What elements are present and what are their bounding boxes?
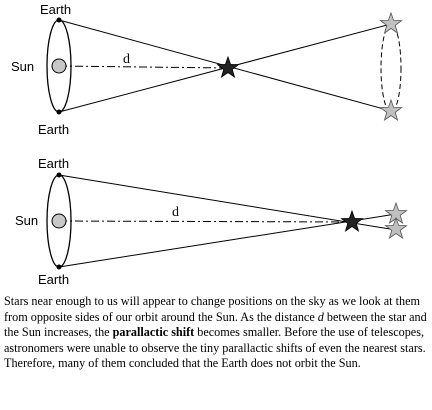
sun-label: Sun [11,59,35,74]
caption-part1: Stars near enough to us will appear to c… [4,294,420,324]
sun-icon [51,58,67,74]
distance-line [58,220,353,223]
earth-bottom-label: Earth [38,122,70,137]
near-star-icon [341,210,363,232]
distance-line [58,65,229,69]
bottom-diagram [46,172,407,270]
earth-top-label: Earth [38,156,70,171]
apparent-star-bottom-icon [380,99,402,121]
caption-part2: between the star and the Sun increases, … [4,309,427,340]
top-diagram [46,12,402,121]
caption-text: Stars near enough to us will appear to c… [4,294,430,372]
caption-bold-term: parallactic shift [112,325,195,340]
earth-top-icon [56,172,62,178]
earth-bottom-icon [56,264,62,270]
apparent-star-bottom-icon [385,217,407,239]
sight-line-top [58,174,397,231]
caption-part3: becomes smaller. Before the use of teles… [4,325,426,371]
earth-bottom-label: Earth [38,272,70,287]
distance-label: d [123,52,130,67]
apparent-star-top-icon [380,12,402,34]
earth-top-icon [56,17,62,23]
earth-bottom-icon [56,109,62,115]
sun-label: Sun [15,213,39,228]
near-star-icon [217,56,239,78]
sun-icon [51,213,67,229]
distance-label: d [172,205,179,220]
caption-distance-symbol: d [317,309,324,324]
sight-line-bottom [58,213,397,268]
earth-top-label: Earth [40,2,72,17]
